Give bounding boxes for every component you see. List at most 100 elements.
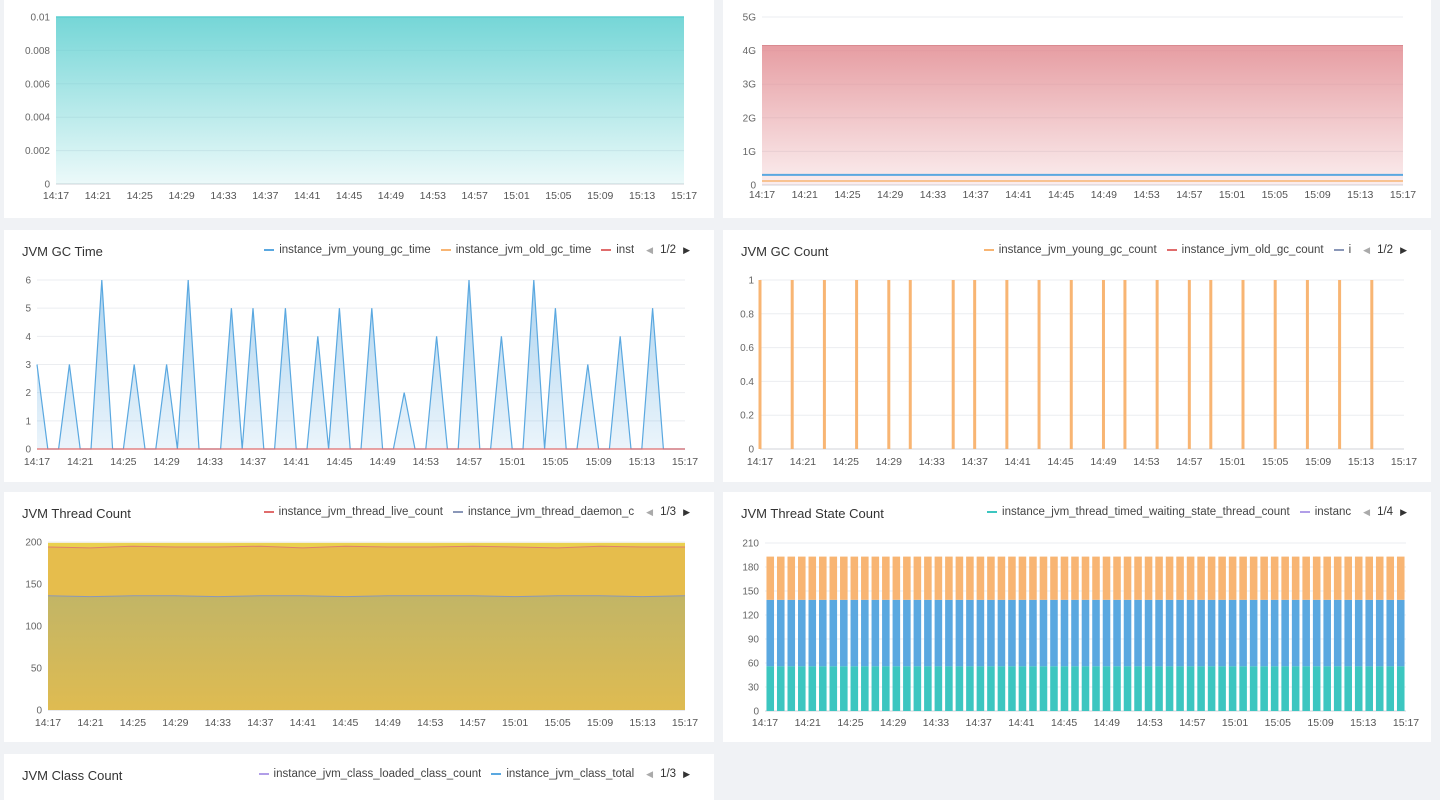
x-tick-label: 15:09	[1304, 189, 1330, 201]
legend-item-class-total[interactable]: instance_jvm_class_total	[491, 768, 634, 780]
bar	[1187, 280, 1191, 449]
bar-segment	[1344, 666, 1352, 711]
x-tick-label: 14:37	[963, 189, 989, 201]
bar-segment	[903, 666, 911, 711]
y-tick-label: 2	[25, 388, 31, 399]
bar-segment	[1060, 556, 1069, 600]
bar-segment	[1323, 666, 1331, 711]
legend-swatch	[258, 773, 269, 775]
bar-segment	[1375, 556, 1384, 600]
bar	[951, 280, 955, 449]
legend-next-icon[interactable]: ▶	[683, 506, 690, 517]
series-area-daemon	[48, 595, 685, 710]
legend-swatch	[440, 249, 451, 251]
bar-segment	[850, 599, 859, 667]
bar	[1241, 280, 1245, 449]
legend-item-truncated[interactable]: i	[1333, 244, 1351, 256]
legend-next-icon[interactable]: ▶	[1400, 244, 1407, 255]
x-tick-label: 15:17	[1390, 189, 1416, 201]
bar-segment	[819, 666, 827, 711]
y-tick-label: 30	[748, 683, 760, 694]
bar	[1101, 280, 1105, 449]
y-tick-label: 0.01	[31, 13, 51, 24]
legend-next-icon[interactable]: ▶	[683, 768, 690, 779]
bar-segment	[987, 666, 995, 711]
bar-segment	[1386, 599, 1395, 667]
bar-segment	[1018, 666, 1027, 711]
bar-segment	[1270, 599, 1279, 667]
panel-jvm-thread-state-count: JVM Thread State Count instance_jvm_thre…	[723, 492, 1431, 742]
bar-segment	[1281, 556, 1289, 600]
bar-segment	[766, 666, 775, 711]
bar-segment	[1060, 599, 1069, 667]
legend-item-truncated[interactable]: inst	[601, 244, 634, 256]
bar-segment	[945, 556, 953, 600]
legend-item-thread-daemon-count[interactable]: instance_jvm_thread_daemon_c	[452, 506, 634, 518]
x-tick-label: 15:09	[587, 190, 613, 202]
legend-swatch	[1333, 249, 1344, 251]
bar-segment	[1365, 556, 1374, 600]
bar	[1338, 280, 1342, 449]
x-tick-label: 14:37	[966, 717, 992, 729]
x-tick-label: 14:21	[77, 717, 103, 729]
legend-item-old-gc-time[interactable]: instance_jvm_old_gc_time	[440, 244, 591, 256]
legend-item-timed-waiting[interactable]: instance_jvm_thread_timed_waiting_state_…	[987, 506, 1290, 518]
x-tick-label: 15:05	[544, 717, 570, 729]
legend-prev-icon[interactable]: ◀	[646, 244, 654, 255]
bar-segment	[1102, 666, 1111, 711]
bar-segment	[871, 556, 880, 600]
y-tick-label: 180	[742, 563, 759, 574]
legend-item-young-gc-count[interactable]: instance_jvm_young_gc_count	[983, 244, 1157, 256]
legend-page: 1/3	[660, 506, 677, 518]
bar	[790, 280, 794, 449]
legend-item-thread-live-count[interactable]: instance_jvm_thread_live_count	[263, 506, 443, 518]
x-tick-label: 14:21	[792, 189, 818, 201]
bar-segment	[1396, 556, 1405, 600]
x-tick-label: 14:53	[420, 190, 446, 202]
bar-segment	[1291, 556, 1300, 600]
legend-prev-icon[interactable]: ◀	[1363, 244, 1371, 255]
legend-prev-icon[interactable]: ◀	[646, 506, 654, 517]
bar	[1005, 280, 1009, 449]
legend-item-class-loaded[interactable]: instance_jvm_class_loaded_class_count	[258, 768, 481, 780]
bar	[973, 280, 977, 449]
bar-segment	[1134, 599, 1142, 667]
bar-segment	[1249, 556, 1258, 600]
panel-title: JVM Class Count	[22, 768, 123, 783]
x-tick-label: 15:01	[499, 456, 525, 468]
legend-item-young-gc-time[interactable]: instance_jvm_young_gc_time	[264, 244, 431, 256]
x-tick-label: 14:45	[336, 190, 362, 202]
bar	[1069, 280, 1073, 449]
legend-item-old-gc-count[interactable]: instance_jvm_old_gc_count	[1166, 244, 1324, 256]
legend-next-icon[interactable]: ▶	[1400, 506, 1407, 517]
legend-prev-icon[interactable]: ◀	[1363, 506, 1371, 517]
y-tick-label: 0.4	[740, 377, 754, 388]
bar-segment	[1228, 556, 1237, 600]
x-tick-label: 14:21	[790, 456, 816, 468]
bar-segment	[1050, 556, 1058, 600]
bar-segment	[1113, 666, 1121, 711]
bar	[1305, 280, 1309, 449]
x-tick-label: 14:41	[283, 456, 309, 468]
panel-memory-top-right: 0 1G 2G 3G 4G 5G 14:17 14:21 14:25 14:29 14:33 14:3…	[723, 0, 1431, 218]
legend-label: instance_jvm_old_gc_count	[1181, 244, 1324, 256]
x-tick-label: 14:25	[834, 189, 860, 201]
x-tick-label: 14:25	[110, 456, 136, 468]
x-tick-label: 14:17	[749, 189, 775, 201]
legend-item-truncated[interactable]: instanc	[1299, 506, 1351, 518]
x-tick-label: 15:09	[1307, 717, 1333, 729]
bar-segment	[1228, 599, 1237, 667]
y-tick-label: 210	[742, 539, 759, 550]
bar-segment	[871, 666, 880, 711]
legend-prev-icon[interactable]: ◀	[646, 768, 654, 779]
bar-segment	[1207, 666, 1216, 711]
x-tick-label: 14:33	[210, 190, 236, 202]
legend-next-icon[interactable]: ▶	[683, 244, 690, 255]
x-tick-label: 14:17	[24, 456, 50, 468]
legend-swatch	[1299, 511, 1310, 513]
y-tick-label: 0.8	[740, 309, 754, 320]
bar-segment	[903, 599, 911, 667]
bar-segment	[1071, 556, 1079, 600]
x-tick-label: 14:33	[920, 189, 946, 201]
y-tick-label: 0.004	[25, 113, 50, 124]
